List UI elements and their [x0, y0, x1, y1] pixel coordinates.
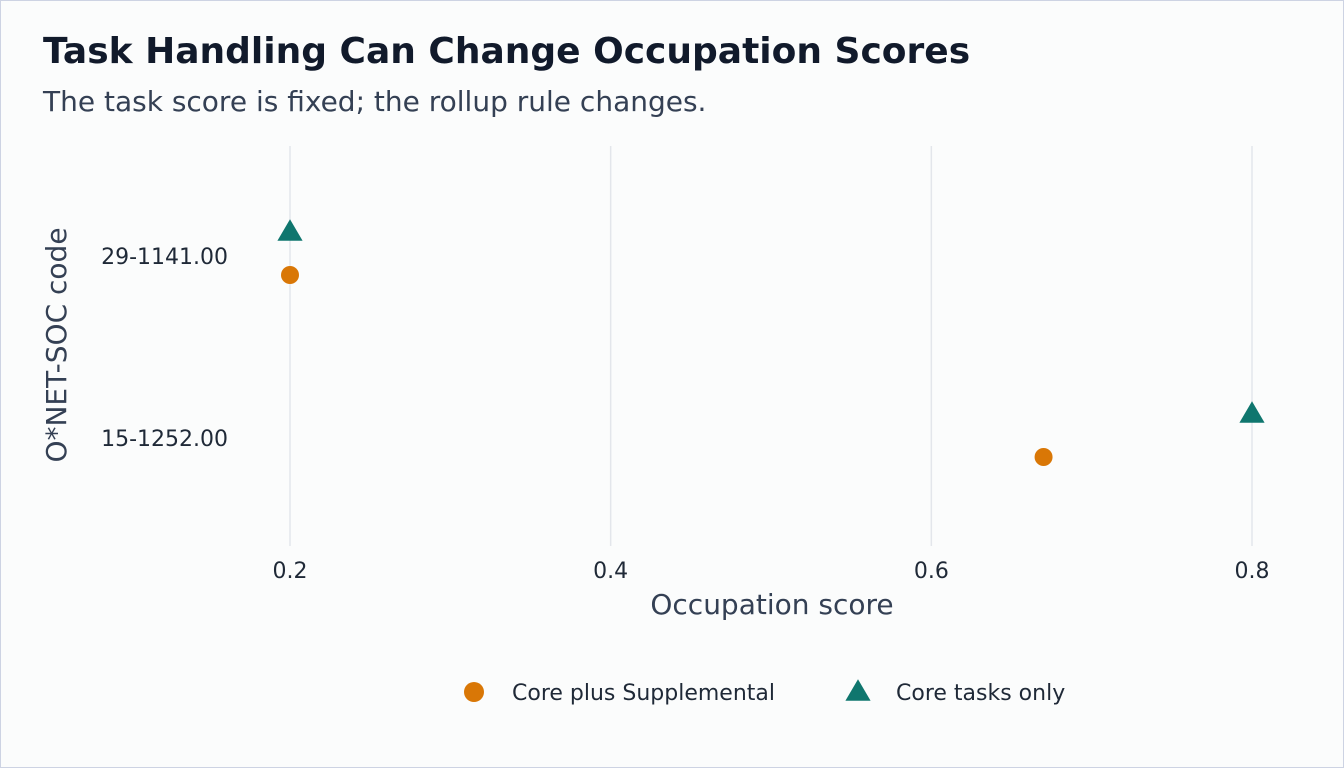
legend-label-1: Core tasks only	[896, 681, 1065, 706]
y-tick-label-0: 29-1141.00	[101, 245, 228, 270]
chart-title: Task Handling Can Change Occupation Scor…	[43, 31, 971, 72]
y-tick-label-1: 15-1252.00	[101, 427, 228, 452]
x-tick-label-2: 0.6	[914, 559, 949, 584]
legend-label-0: Core plus Supplemental	[512, 681, 775, 706]
point-triangle-1	[1239, 401, 1265, 423]
legend-marker-1	[845, 679, 871, 701]
x-tick-label-3: 0.8	[1235, 559, 1270, 584]
data-points	[277, 219, 1265, 466]
x-tick-label-0: 0.2	[273, 559, 308, 584]
legend: Core plus Supplemental Core tasks only	[464, 679, 1065, 706]
x-axis-title: Occupation score	[650, 588, 893, 621]
point-triangle-0	[277, 219, 303, 241]
x-tick-label-1: 0.4	[593, 559, 628, 584]
point-circle-0	[281, 266, 299, 284]
chart-subtitle: The task score is fixed; the rollup rule…	[43, 85, 707, 118]
y-tick-labels: 29-1141.00 15-1252.00	[101, 245, 228, 452]
point-circle-1	[1034, 448, 1053, 466]
legend-marker-0	[464, 682, 484, 702]
x-tick-labels: 0.2 0.4 0.6 0.8	[273, 559, 1270, 584]
y-axis-title: O*NET-SOC code	[40, 227, 73, 462]
grid-lines	[289, 146, 1253, 546]
